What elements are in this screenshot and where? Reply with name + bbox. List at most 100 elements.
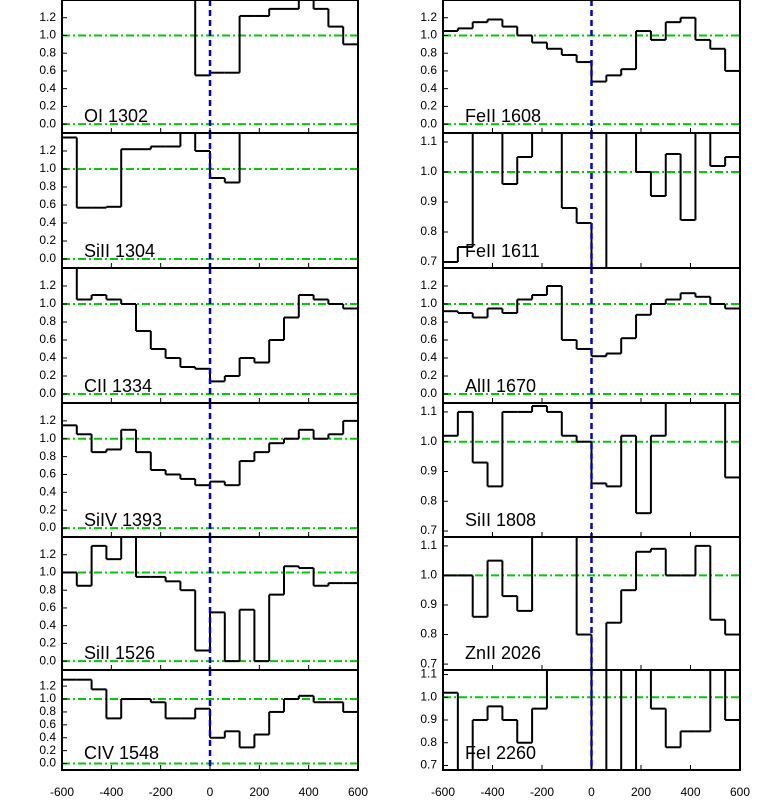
y-tick-label: 0.2 (39, 743, 56, 757)
line-label: SiII 1304 (84, 241, 155, 261)
line-label: ZnII 2026 (465, 643, 541, 663)
y-tick-label: 0.7 (420, 656, 437, 670)
y-tick-label: 0.8 (420, 627, 437, 641)
line-label: CII 1334 (84, 376, 152, 396)
y-tick-label: 0.8 (420, 224, 437, 238)
y-tick-label: 0.8 (39, 314, 56, 328)
y-tick-label: 1.0 (39, 691, 56, 705)
y-tick-label: 0.0 (39, 116, 56, 130)
y-tick-label: 0.8 (39, 179, 56, 193)
y-tick-label: 0.8 (420, 45, 437, 59)
line-label: SiII 1808 (465, 510, 536, 530)
x-tick-label: -200 (149, 785, 173, 799)
y-tick-label: 1.2 (39, 10, 56, 24)
y-tick-label: 1.1 (420, 538, 437, 552)
y-tick-label: 0.2 (39, 368, 56, 382)
y-tick-label: 1.0 (420, 28, 437, 42)
panel (62, 133, 358, 268)
y-tick-label: 0.0 (39, 653, 56, 667)
y-tick-label: 0.6 (39, 197, 56, 211)
y-tick-label: 0.4 (39, 730, 56, 744)
y-tick-label: 0.8 (39, 449, 56, 463)
line-label: SiII 1526 (84, 643, 155, 663)
line-label: SiIV 1393 (84, 510, 162, 530)
y-tick-label: 0.2 (39, 636, 56, 650)
panel (62, 0, 358, 133)
x-tick-label: 400 (680, 785, 700, 799)
x-tick-label: 200 (631, 785, 651, 799)
x-tick-label: -600 (431, 785, 455, 799)
y-tick-label: 0.2 (39, 99, 56, 113)
y-tick-label: 1.0 (420, 568, 437, 582)
x-tick-label: -600 (50, 785, 74, 799)
y-tick-label: 0.2 (420, 99, 437, 113)
y-tick-label: 0.2 (39, 502, 56, 516)
y-tick-label: 0.8 (420, 314, 437, 328)
x-tick-label: 400 (299, 785, 319, 799)
y-tick-label: 0.6 (39, 63, 56, 77)
y-tick-label: 1.0 (39, 431, 56, 445)
y-tick-label: 0.9 (420, 194, 437, 208)
y-tick-label: 0.4 (420, 81, 437, 95)
y-tick-label: 1.2 (39, 413, 56, 427)
y-tick-label: 0.0 (39, 520, 56, 534)
y-tick-label: 1.2 (39, 547, 56, 561)
x-tick-label: 200 (249, 785, 269, 799)
panel (62, 268, 358, 403)
y-tick-label: 0.4 (39, 81, 56, 95)
x-tick-label: 600 (730, 785, 750, 799)
panel (443, 133, 740, 268)
line-label: CIV 1548 (84, 743, 159, 763)
y-tick-label: 0.8 (39, 582, 56, 596)
y-tick-label: 0.4 (39, 350, 56, 364)
x-tick-label: 0 (588, 785, 595, 799)
y-tick-label: 1.0 (39, 296, 56, 310)
y-tick-label: 0.0 (39, 251, 56, 265)
y-tick-label: 1.2 (39, 143, 56, 157)
y-tick-label: 1.0 (420, 434, 437, 448)
y-tick-label: 0.7 (420, 523, 437, 537)
panel (443, 403, 740, 537)
y-tick-label: 1.0 (39, 565, 56, 579)
x-tick-label: -200 (530, 785, 554, 799)
line-label: FeII 1611 (465, 241, 540, 261)
panel (443, 268, 740, 403)
y-tick-label: 0.0 (39, 756, 56, 770)
y-tick-label: 0.2 (39, 233, 56, 247)
panel (62, 537, 358, 670)
y-tick-label: 1.0 (420, 689, 437, 703)
y-tick-label: 0.6 (39, 600, 56, 614)
y-tick-label: 0.4 (39, 485, 56, 499)
line-label: FeII 1608 (465, 106, 541, 126)
y-tick-label: 0.9 (420, 597, 437, 611)
y-tick-label: 0.9 (420, 464, 437, 478)
x-tick-label: 600 (348, 785, 368, 799)
panel (443, 670, 740, 770)
panel (443, 537, 740, 670)
y-tick-label: 0.9 (420, 712, 437, 726)
panel (62, 403, 358, 537)
y-tick-label: 1.1 (420, 134, 437, 148)
y-tick-label: 1.0 (39, 161, 56, 175)
y-tick-label: 0.0 (420, 386, 437, 400)
y-tick-label: 1.0 (420, 296, 437, 310)
y-tick-label: 0.8 (420, 735, 437, 749)
y-tick-label: 0.2 (420, 368, 437, 382)
y-tick-label: 0.7 (420, 254, 437, 268)
line-label: FeI 2260 (465, 743, 536, 763)
x-tick-label: -400 (99, 785, 123, 799)
y-tick-label: 0.6 (420, 63, 437, 77)
y-tick-label: 0.4 (39, 215, 56, 229)
line-label: OI 1302 (84, 106, 148, 126)
y-tick-label: 0.8 (39, 45, 56, 59)
y-tick-label: 1.0 (420, 164, 437, 178)
y-tick-label: 1.2 (39, 278, 56, 292)
panel (443, 0, 740, 133)
y-tick-label: 1.2 (420, 278, 437, 292)
y-tick-label: 0.6 (39, 332, 56, 346)
panel (62, 670, 358, 770)
y-tick-label: 1.1 (420, 404, 437, 418)
y-tick-label: 1.2 (39, 678, 56, 692)
y-tick-label: 0.7 (420, 758, 437, 772)
